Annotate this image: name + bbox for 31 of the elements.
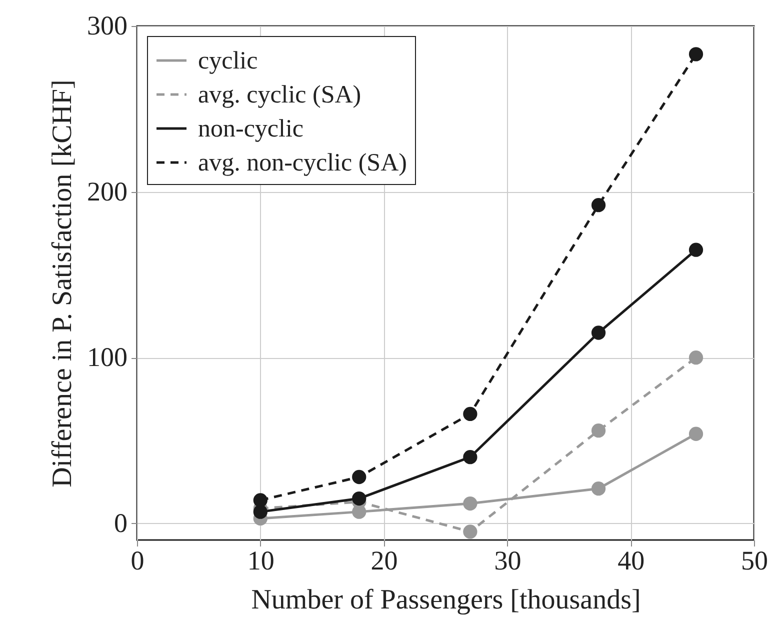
point — [591, 326, 606, 340]
point — [463, 496, 478, 511]
legend-label: cyclic — [198, 48, 258, 74]
x-tick-label: 20 — [370, 546, 398, 576]
point — [591, 482, 606, 496]
point — [352, 491, 366, 506]
y-tick-label: 300 — [87, 10, 128, 40]
x-axis-title: Number of Passengers [thousands] — [251, 584, 641, 616]
point — [688, 47, 704, 62]
point — [463, 450, 478, 464]
point — [253, 504, 268, 519]
point — [688, 350, 704, 365]
x-tick-label: 10 — [247, 546, 274, 576]
point — [463, 406, 478, 422]
legend-label: non-cyclic — [198, 116, 304, 142]
point — [352, 470, 366, 484]
x-tick-label: 40 — [618, 546, 645, 576]
point — [463, 524, 478, 539]
legend-label: avg. non-cyclic (SA) — [198, 150, 407, 176]
x-tick-label: 30 — [494, 546, 522, 576]
y-tick-label: 100 — [87, 342, 128, 372]
y-tick-label: 200 — [87, 176, 128, 206]
x-tick-label: 50 — [741, 546, 768, 576]
point — [688, 242, 704, 257]
y-tick-label: 0 — [114, 508, 128, 538]
point — [591, 424, 606, 438]
point — [688, 426, 704, 441]
point — [591, 198, 606, 212]
legend-label: avg. cyclic (SA) — [198, 82, 362, 108]
point — [253, 493, 268, 508]
y-axis-title: Difference in P. Satisfaction [kCHF] — [47, 80, 78, 488]
